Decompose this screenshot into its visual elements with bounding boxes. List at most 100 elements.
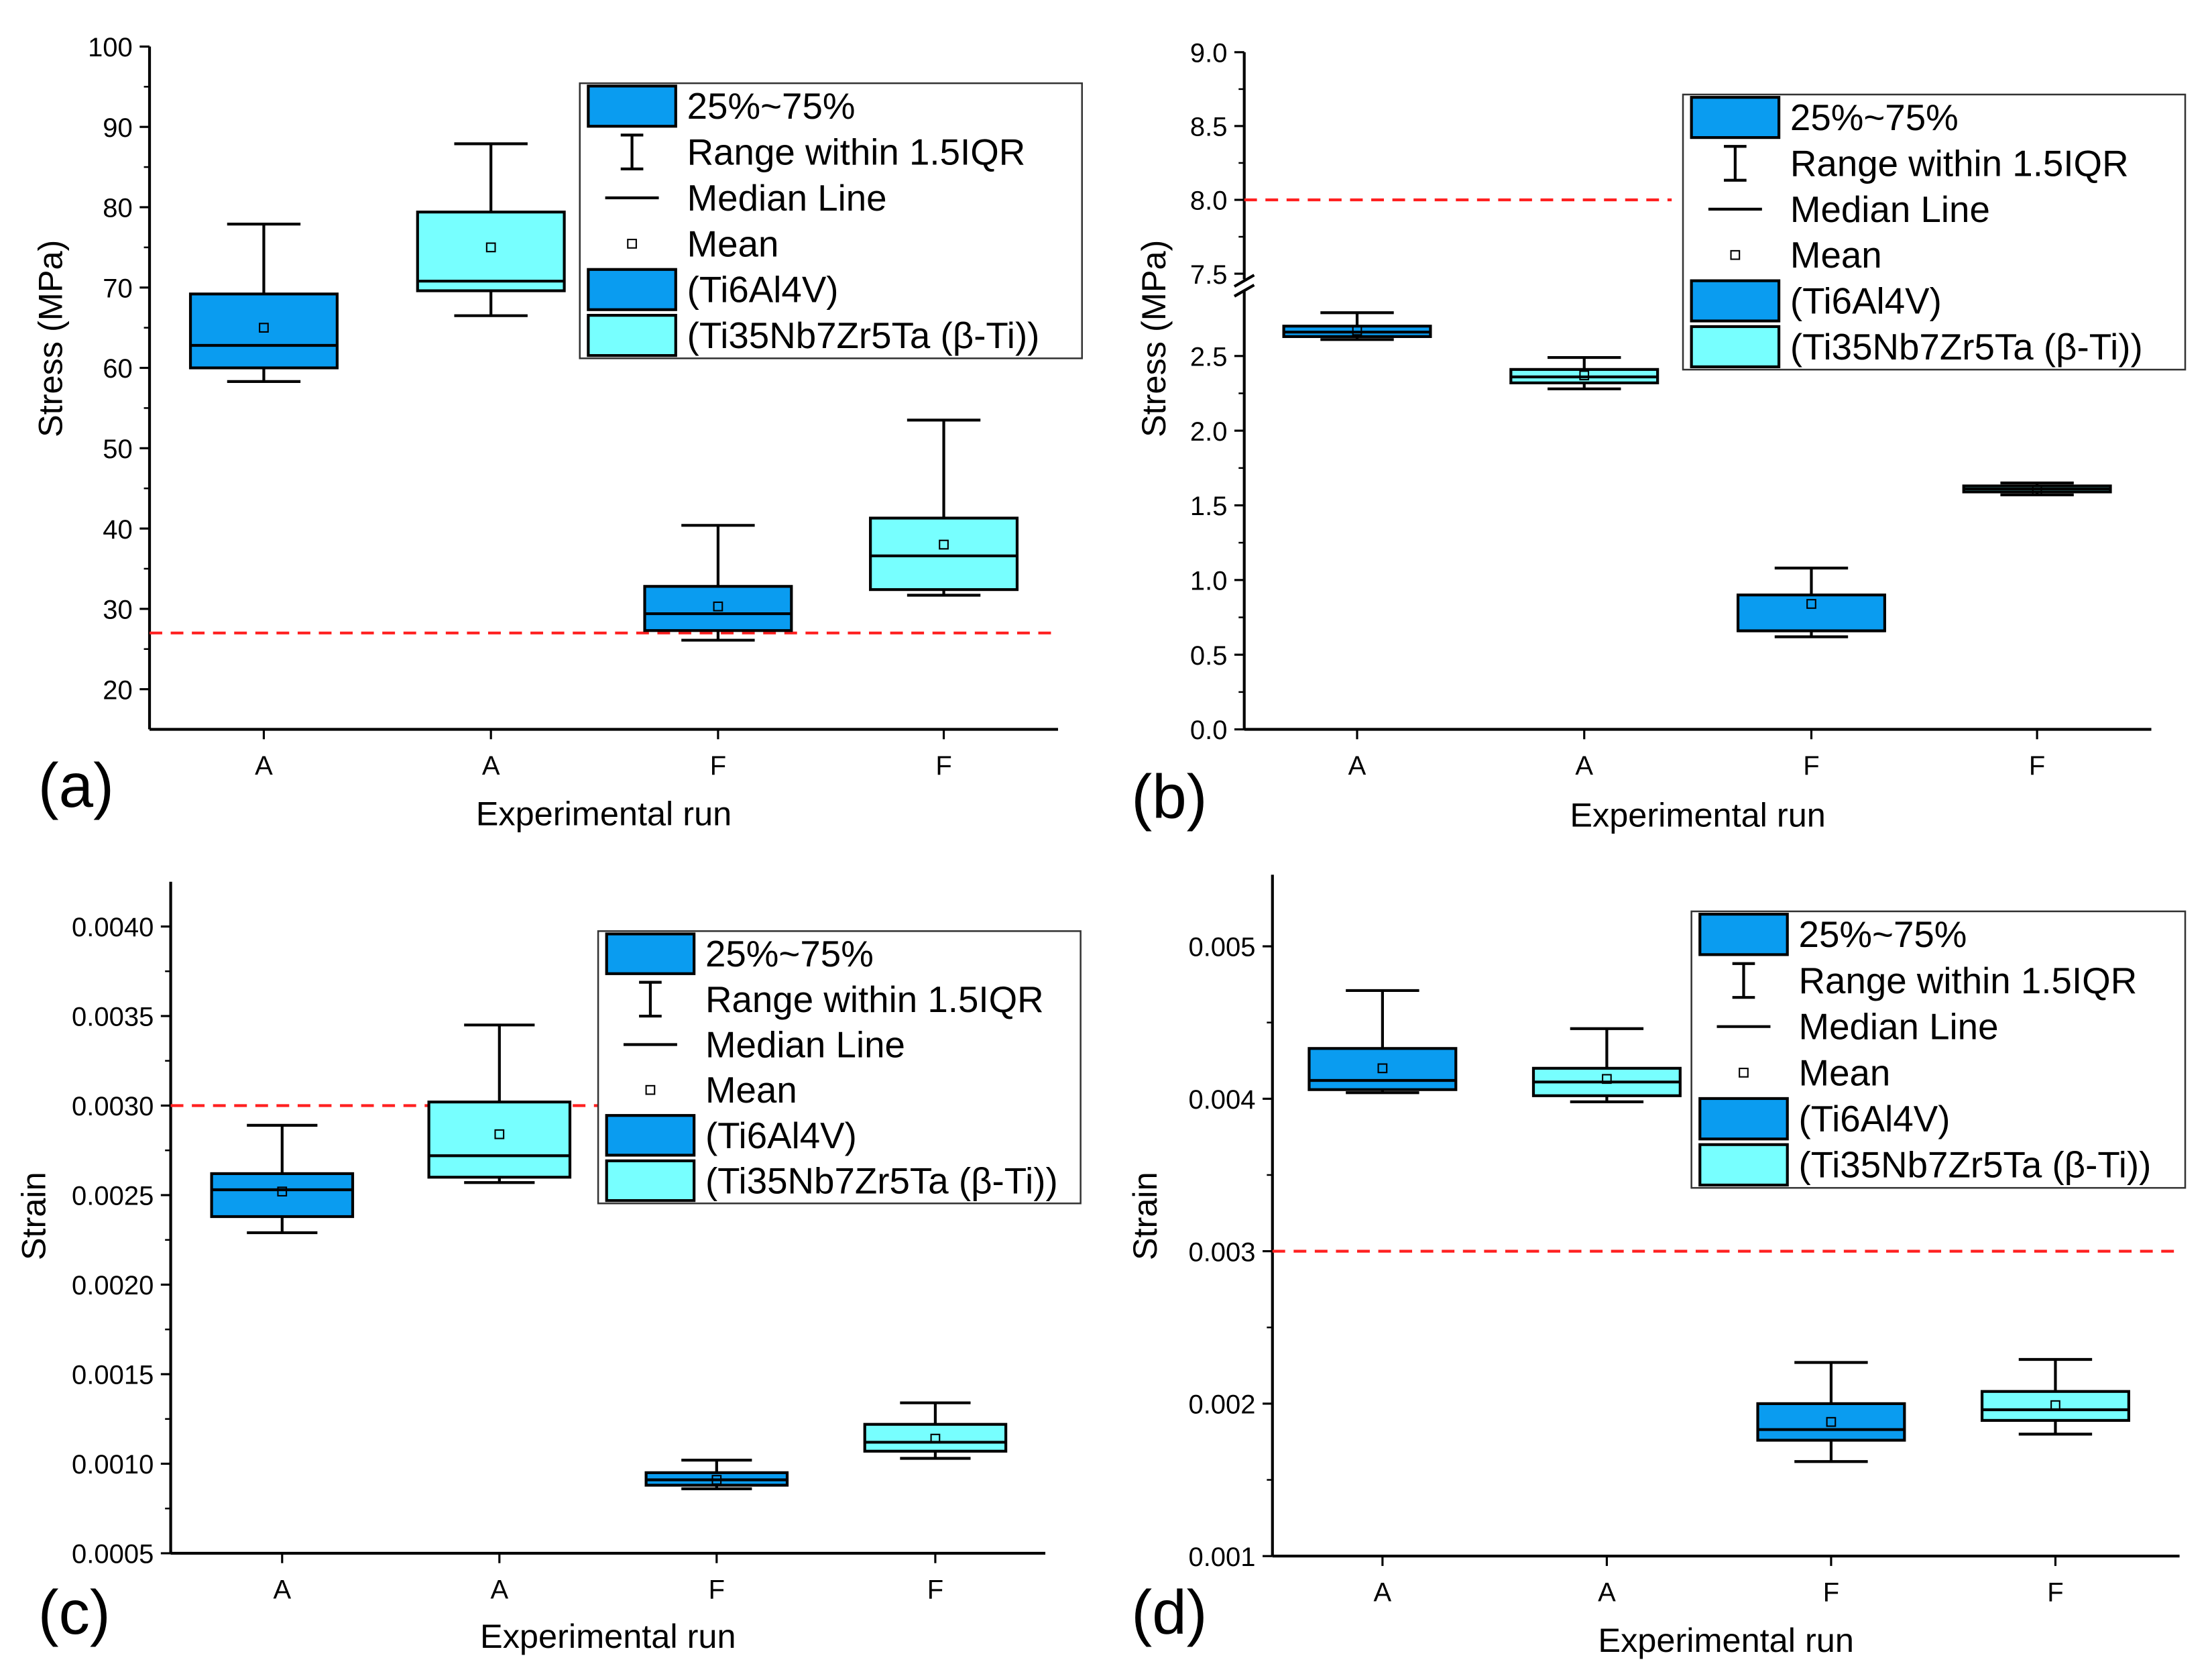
x-tick-label: F [709, 1575, 725, 1604]
mean-marker [930, 1433, 941, 1444]
y-tick-label: 0.001 [1188, 1543, 1255, 1572]
y-tick-label: 7.5 [1190, 260, 1228, 290]
x-tick-label: F [2029, 751, 2045, 781]
box-ti6al4v-a [210, 1123, 355, 1235]
mean-marker [713, 601, 723, 612]
legend-swatch [605, 1114, 696, 1157]
y-tick-label: 0.005 [1188, 933, 1255, 962]
legend-label: Median Line [1799, 1006, 1999, 1048]
y-tick-label: 8.5 [1190, 113, 1228, 142]
y-tick-label: 0.0010 [72, 1450, 154, 1479]
iqr-box [1756, 1402, 1906, 1442]
legend-frame [1690, 910, 2187, 1189]
box-ti6al4v-a [1307, 989, 1458, 1095]
panel-letter: (b) [1131, 762, 1207, 832]
box-ti6al4v-a [1282, 311, 1432, 341]
y-tick-label: 0.5 [1190, 641, 1228, 671]
x-tick-label: F [2047, 1578, 2063, 1608]
panel-letter: (c) [38, 1577, 111, 1647]
y-tick-label: 0.002 [1188, 1390, 1255, 1420]
y-tick-label: 1.5 [1190, 492, 1228, 521]
legend-label: 25%~75% [1799, 913, 1967, 955]
x-tick-label: A [255, 751, 273, 781]
box-ti35nb7zr5ta-f [863, 1401, 1008, 1460]
y-tick-label: 0.0005 [72, 1540, 154, 1569]
legend-label: Range within 1.5IQR [1799, 960, 2138, 1001]
legend-label: (Ti6Al4V) [1799, 1098, 1951, 1139]
whisker-icon [1732, 962, 1755, 999]
legend-swatch [587, 314, 677, 357]
y-tick-label: 0.0040 [72, 913, 154, 942]
iqr-box [1307, 1047, 1458, 1091]
box-ti6al4v-f [1756, 1361, 1906, 1463]
box-ti6al4v-f [644, 1459, 789, 1490]
y-axis-label: Strain [14, 1172, 52, 1260]
y-tick-label: 0.003 [1188, 1237, 1255, 1267]
legend-label: (Ti35Nb7Zr5Ta (β-Ti)) [687, 315, 1040, 356]
mean-marker [277, 1186, 288, 1196]
legend-swatch [587, 268, 677, 311]
mean-marker [939, 539, 949, 550]
mean-marker [2032, 485, 2042, 496]
iqr-box [863, 1422, 1008, 1453]
legend-label: (Ti35Nb7Zr5Ta (β-Ti)) [1790, 326, 2143, 368]
y-tick-label: 2.5 [1190, 343, 1228, 372]
legend-label: Range within 1.5IQR [1790, 142, 2129, 184]
y-tick-label: 0.0020 [72, 1271, 154, 1300]
y-tick-label: 60 [103, 354, 132, 384]
legend-frame [1682, 93, 2187, 371]
legend-label: (Ti6Al4V) [705, 1115, 857, 1156]
legend-swatch [1698, 1143, 1789, 1187]
box-ti35nb7zr5ta-f [1962, 481, 2112, 497]
x-tick-label: F [1803, 751, 1819, 781]
legend-label: Median Line [1790, 188, 1990, 230]
y-tick-label: 90 [103, 113, 132, 143]
mean-marker [494, 1129, 505, 1139]
x-tick-label: F [935, 751, 951, 781]
whisker-icon [620, 133, 644, 171]
y-tick-label: 0.004 [1188, 1085, 1255, 1115]
whisker-icon [1724, 145, 1747, 182]
legend-label: 25%~75% [1790, 97, 1959, 138]
mean-marker [1579, 370, 1590, 381]
mean-marker [2050, 1400, 2060, 1410]
y-tick-label: 100 [88, 33, 133, 62]
y-tick-label: 2.0 [1190, 417, 1228, 447]
legend-frame [597, 930, 1082, 1205]
y-tick-label: 8.0 [1190, 186, 1228, 216]
x-tick-label: A [1575, 751, 1593, 781]
mean-marker [1826, 1416, 1837, 1427]
legend-label: Mean [687, 223, 779, 264]
x-axis-label: Experimental run [1570, 796, 1826, 834]
y-tick-label: 80 [103, 194, 132, 223]
mean-marker-icon [645, 1084, 656, 1095]
box-ti35nb7zr5ta-a [1531, 1027, 1682, 1103]
panel-letter: (a) [38, 750, 114, 820]
x-tick-label: A [273, 1575, 291, 1604]
box-ti6al4v-f [643, 524, 793, 642]
box-ti35nb7zr5ta-f [869, 418, 1019, 597]
iqr-box [869, 516, 1019, 592]
mean-marker [1602, 1074, 1612, 1084]
box-ti6al4v-f [1736, 566, 1886, 638]
whisker-icon [639, 981, 662, 1018]
legend-swatch [1690, 96, 1781, 139]
box-ti35nb7zr5ta-a [427, 1023, 572, 1184]
x-tick-label: F [927, 1575, 943, 1604]
y-tick-label: 1.0 [1190, 567, 1228, 596]
legend-swatch [605, 932, 696, 975]
mean-marker [259, 323, 269, 333]
y-tick-label: 70 [103, 274, 132, 303]
box-ti6al4v-a [188, 223, 339, 383]
axis-break-mark [1233, 284, 1255, 298]
x-tick-label: A [482, 751, 500, 781]
iqr-box [427, 1101, 572, 1179]
legend-label: Mean [1790, 234, 1882, 276]
panel-letter: (d) [1131, 1577, 1207, 1647]
mean-marker-icon [627, 239, 637, 249]
panel-b: 0.0 0.5 1.0 1.5 2.0 2.5 7.5 8.0 8.5 9.0 A A F F Experi… [1131, 39, 2187, 834]
y-tick-label: 40 [103, 515, 132, 545]
